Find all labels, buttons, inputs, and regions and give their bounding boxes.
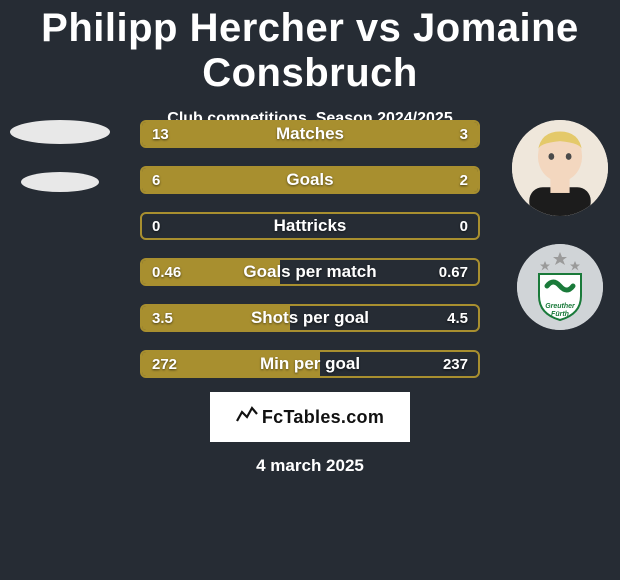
stat-label: Shots per goal [142, 306, 478, 330]
chart-icon [236, 406, 258, 429]
stat-value-left: 3.5 [152, 306, 173, 330]
club-badge-icon: Greuther Fürth [517, 244, 603, 330]
left-player-column [0, 120, 120, 192]
watermark: FcTables.com [210, 392, 410, 442]
stat-value-left: 13 [152, 122, 169, 146]
stat-value-right: 2 [460, 168, 468, 192]
stat-row: Matches13 3 [140, 120, 480, 148]
stat-bars: Matches13 3 Goals6 2 Hattricks0 0 Goals per ma… [140, 120, 480, 378]
person-icon [512, 120, 608, 216]
stat-value-right: 3 [460, 122, 468, 146]
stat-value-left: 6 [152, 168, 160, 192]
stat-row: Goals per match0.46 0.67 [140, 258, 480, 286]
stat-row: Hattricks0 0 [140, 212, 480, 240]
stat-row: Goals6 2 [140, 166, 480, 194]
watermark-text: FcTables.com [262, 407, 384, 428]
stat-label: Hattricks [142, 214, 478, 238]
stat-row: Min per goal272 237 [140, 350, 480, 378]
left-player-club-placeholder [21, 172, 99, 192]
left-player-avatar-placeholder [10, 120, 110, 144]
stat-value-left: 272 [152, 352, 177, 376]
stat-value-left: 0 [152, 214, 160, 238]
svg-text:Fürth: Fürth [551, 311, 569, 318]
stat-value-right: 4.5 [447, 306, 468, 330]
stat-label: Matches [142, 122, 478, 146]
stat-label: Goals per match [142, 260, 478, 284]
right-player-club-logo: Greuther Fürth [517, 244, 603, 330]
stat-value-right: 0 [460, 214, 468, 238]
right-player-avatar [512, 120, 608, 216]
stat-value-right: 237 [443, 352, 468, 376]
date-label: 4 march 2025 [0, 456, 620, 476]
stat-label: Min per goal [142, 352, 478, 376]
stat-label: Goals [142, 168, 478, 192]
right-player-column: Greuther Fürth [500, 120, 620, 330]
stat-value-left: 0.46 [152, 260, 181, 284]
stat-row: Shots per goal3.5 4.5 [140, 304, 480, 332]
svg-text:Greuther: Greuther [545, 303, 576, 310]
page-title: Philipp Hercher vs Jomaine Consbruch [0, 0, 620, 96]
stat-value-right: 0.67 [439, 260, 468, 284]
